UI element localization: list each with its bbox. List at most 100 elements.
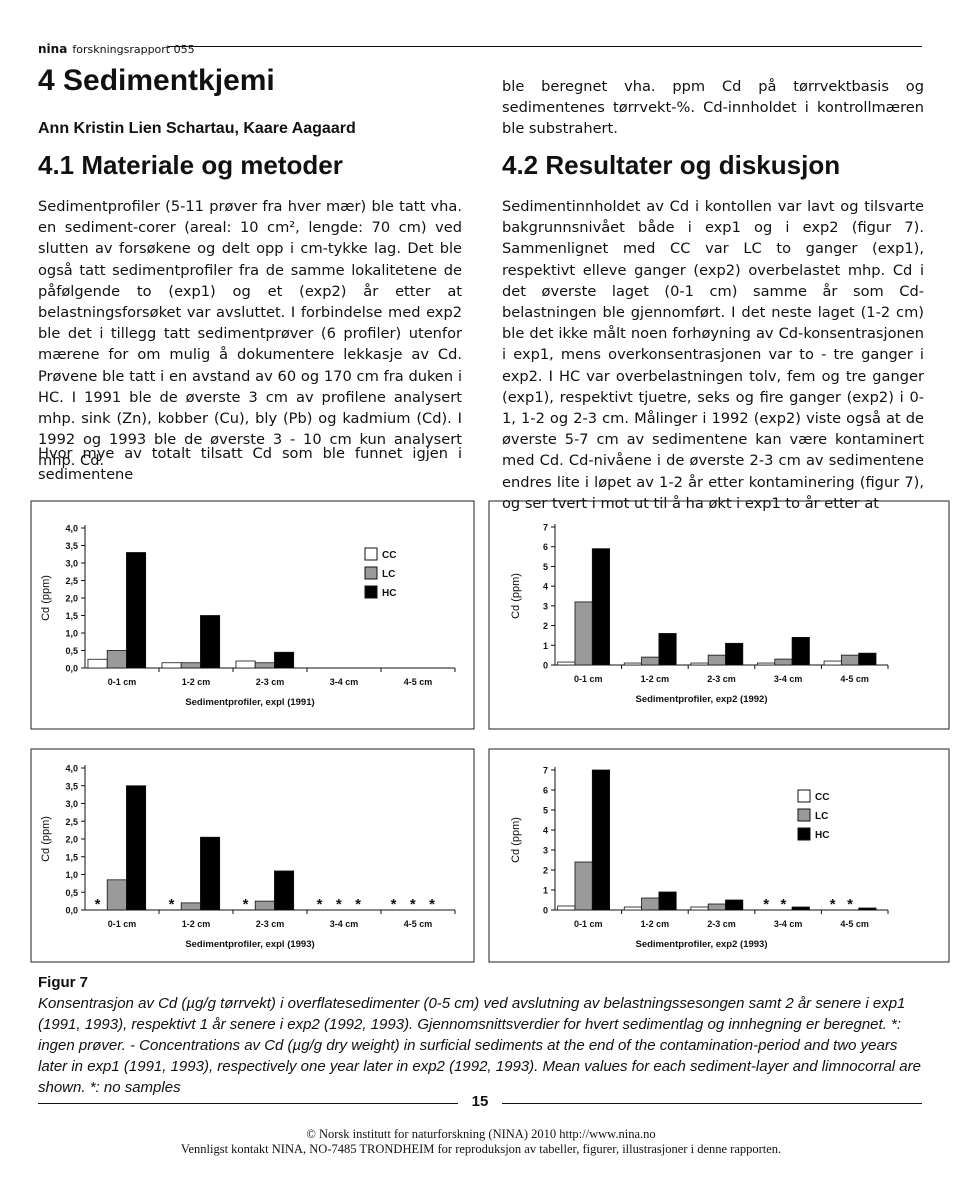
missing-marker: * (243, 896, 249, 913)
missing-marker: * (169, 896, 175, 913)
legend-swatch (364, 547, 378, 561)
bar (641, 656, 660, 666)
bar (557, 661, 576, 666)
legend-swatch (797, 789, 811, 803)
x-tick-label: 4-5 cm (840, 919, 869, 929)
x-tick-label: 0-1 cm (108, 919, 137, 929)
legend-label: CC (815, 792, 829, 803)
bar (254, 900, 275, 911)
bar (658, 891, 677, 911)
notice: Vennligst kontakt NINA, NO-7485 TRONDHEI… (180, 1142, 782, 1156)
x-tick-label: 3-4 cm (774, 674, 803, 684)
bar (274, 651, 295, 669)
missing-marker: * (781, 896, 787, 913)
bar (690, 662, 709, 666)
header-rule (168, 46, 922, 47)
bar (557, 905, 576, 911)
bar (274, 870, 295, 911)
legend-label: CC (382, 550, 396, 561)
y-tick-label: 0,0 (65, 906, 78, 916)
x-tick-label: 0-1 cm (574, 919, 603, 929)
chapter-title: 4 Sedimentkjemi (38, 64, 275, 97)
y-tick-label: 1 (543, 886, 548, 896)
bar (574, 601, 593, 666)
section-heading: 4.2 Resultater og diskusjon (502, 150, 841, 180)
y-tick-label: 7 (543, 766, 548, 776)
y-tick-label: 1,0 (65, 629, 78, 639)
footer-rule (38, 1103, 458, 1104)
bar (180, 662, 201, 669)
y-tick-label: 0,5 (65, 888, 78, 898)
paragraph: ble beregnet vha. ppm Cd på tørrvektbasi… (502, 78, 924, 138)
figure-caption: Figur 7 Konsentrasjon av Cd (µg/g tørrve… (38, 972, 924, 1098)
bar (106, 879, 127, 911)
y-axis-label: Cd (ppm) (510, 817, 522, 863)
x-axis-label: Sedimentprofiler, exp2 (1992) (636, 694, 768, 705)
missing-marker: * (336, 896, 342, 913)
chart: 0 1 2 3 4 5 6 7 Cd (ppm) 0-1 cm 1-2 cm 2-3 cm 3-4 cm… (488, 748, 950, 963)
y-tick-label: 4,0 (65, 764, 78, 774)
y-tick-label: 5 (543, 562, 548, 572)
bar (623, 906, 642, 911)
x-tick-label: 2-3 cm (707, 674, 736, 684)
y-tick-label: 3 (543, 601, 548, 611)
legend-swatch (797, 827, 811, 841)
bar (200, 836, 221, 911)
missing-marker: * (95, 896, 101, 913)
y-tick-label: 2,0 (65, 835, 78, 845)
legend-swatch (364, 585, 378, 599)
y-tick-label: 2,0 (65, 594, 78, 604)
y-axis-label: Cd (ppm) (40, 575, 52, 621)
footer-rule (502, 1103, 922, 1104)
x-tick-label: 1-2 cm (182, 677, 211, 687)
y-tick-label: 6 (543, 542, 548, 552)
x-axis-label: Sedimentprofiler, expl (1991) (185, 697, 314, 708)
bar (591, 548, 611, 666)
bar (591, 769, 611, 911)
series-name: forskningsrapport 055 (72, 43, 195, 56)
y-tick-label: 1,5 (65, 611, 78, 621)
missing-marker: * (355, 896, 361, 913)
x-axis-label: Sedimentprofiler, expl (1993) (185, 939, 314, 950)
paragraph: Sedimentprofiler (5-11 prøver fra hver m… (38, 198, 462, 470)
legend-swatch (364, 566, 378, 580)
bar (106, 650, 127, 669)
bar (840, 654, 860, 666)
y-tick-label: 0 (543, 661, 548, 671)
bar (725, 899, 744, 911)
bar (791, 636, 810, 666)
bar (757, 662, 776, 666)
y-axis-label: Cd (ppm) (510, 573, 522, 619)
chart-frame (488, 500, 950, 730)
bar (690, 906, 709, 911)
missing-marker: * (830, 896, 836, 913)
y-tick-label: 3,0 (65, 559, 78, 569)
y-tick-label: 0 (543, 906, 548, 916)
x-tick-label: 4-5 cm (404, 677, 433, 687)
bar (858, 652, 877, 666)
bar (641, 897, 660, 911)
missing-marker: * (410, 896, 416, 913)
y-tick-label: 0,5 (65, 646, 78, 656)
paragraph: Sedimentinnholdet av Cd i kontollen var … (502, 198, 924, 512)
y-tick-label: 4,0 (65, 524, 78, 534)
brand: nina (38, 42, 68, 56)
y-tick-label: 3 (543, 846, 548, 856)
y-tick-label: 2,5 (65, 817, 78, 827)
chart: 0 1 2 3 4 5 6 7 Cd (ppm) 0-1 cm 1-2 cm 2-3 cm 3-4 cm… (488, 500, 950, 730)
page-number: 15 (471, 1093, 489, 1110)
bar (180, 902, 201, 911)
legend-swatch (797, 808, 811, 822)
y-tick-label: 6 (543, 786, 548, 796)
figure-label: Figur 7 (38, 974, 89, 991)
missing-marker: * (317, 896, 323, 913)
chart-frame (488, 748, 950, 963)
bar (707, 903, 726, 911)
running-header: nina forskningsrapport 055 (38, 38, 195, 57)
y-tick-label: 3,5 (65, 781, 78, 791)
y-tick-label: 7 (543, 523, 548, 533)
bar (126, 785, 147, 911)
bar (774, 658, 793, 666)
